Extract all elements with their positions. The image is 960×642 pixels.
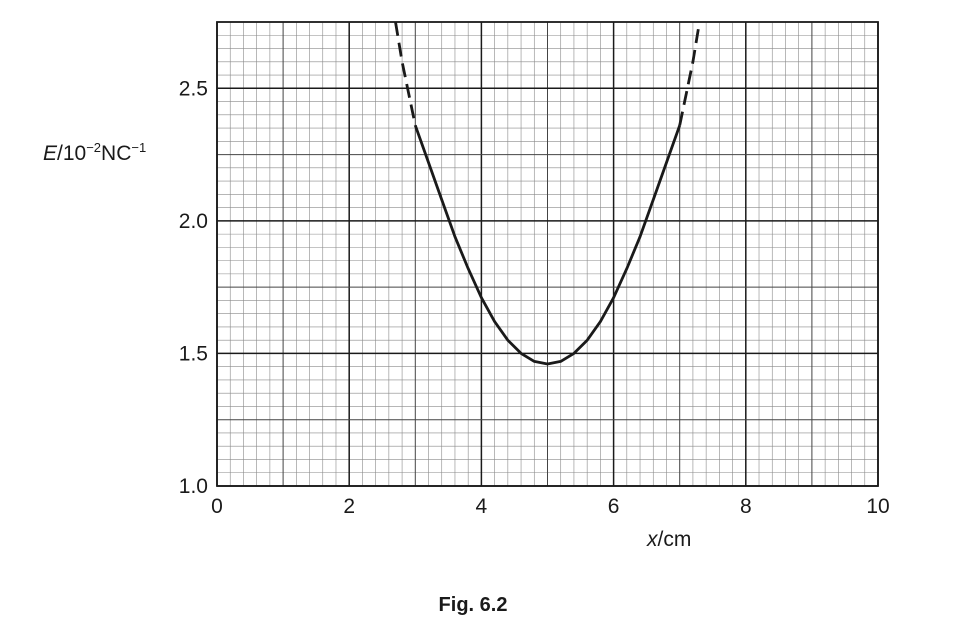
y-tick-label: 2.5 [179,77,208,100]
y-tick-label: 1.0 [179,475,208,498]
x-tick-label: 0 [211,495,223,518]
x-tick-labels: 0 2 4 6 8 10 [211,495,890,518]
y-tick-labels: 1.0 1.5 2.0 2.5 [179,77,208,498]
x-axis-label: x/cm [646,528,691,551]
x-tick-label: 2 [343,495,355,518]
plot-frame [216,21,879,487]
x-tick-label: 10 [866,495,889,518]
curve-dashed-segment [678,21,701,126]
x-tick-label: 6 [608,495,620,518]
x-tick-label: 8 [740,495,752,518]
x-tick-label: 4 [476,495,488,518]
y-axis-label: E/10−2NC−1 [43,140,146,165]
figure-caption: Fig. 6.2 [439,594,508,616]
y-tick-label: 2.0 [179,210,208,233]
curve-dashed-segment [394,21,417,126]
series-layer [394,21,701,366]
y-tick-label: 1.5 [179,342,208,365]
curve-solid-segment [413,124,682,366]
major-grid [216,21,879,487]
minor-grid [217,22,878,486]
